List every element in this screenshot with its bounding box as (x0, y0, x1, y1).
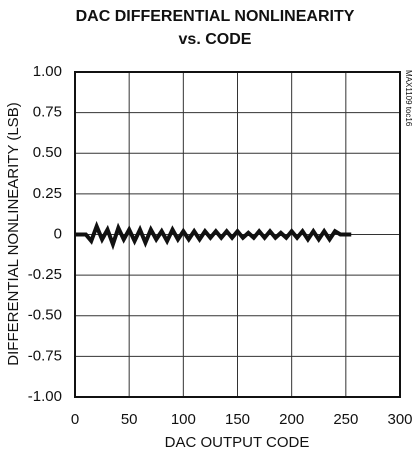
data-line (75, 220, 352, 251)
y-tick-label: 0.75 (33, 104, 62, 121)
x-axis-label: DAC OUTPUT CODE (165, 434, 310, 451)
y-tick-label: 1.00 (33, 63, 62, 80)
y-tick-label: -0.50 (28, 307, 62, 324)
x-tick-label: 300 (387, 411, 412, 428)
y-axis-label: DIFFERENTIAL NONLINEARITY (LSB) (5, 102, 22, 365)
chart-title: DAC DIFFERENTIAL NONLINEARITY (76, 8, 355, 25)
x-tick-label: 200 (279, 411, 304, 428)
x-tick-label: 50 (121, 411, 138, 428)
annotation: MAX1109 toc16 (404, 70, 413, 127)
chart-subtitle: vs. CODE (179, 31, 252, 48)
y-tick-label: -0.25 (28, 266, 62, 283)
y-tick-label: 0.50 (33, 144, 62, 161)
y-tick-label: 0 (54, 225, 62, 242)
x-tick-label: 0 (71, 411, 79, 428)
y-tick-label: 0.25 (33, 185, 62, 202)
y-tick-label: -1.00 (28, 388, 62, 405)
x-tick-label: 250 (333, 411, 358, 428)
y-tick-label: -0.75 (28, 347, 62, 364)
x-tick-label: 100 (171, 411, 196, 428)
x-tick-label: 150 (225, 411, 250, 428)
